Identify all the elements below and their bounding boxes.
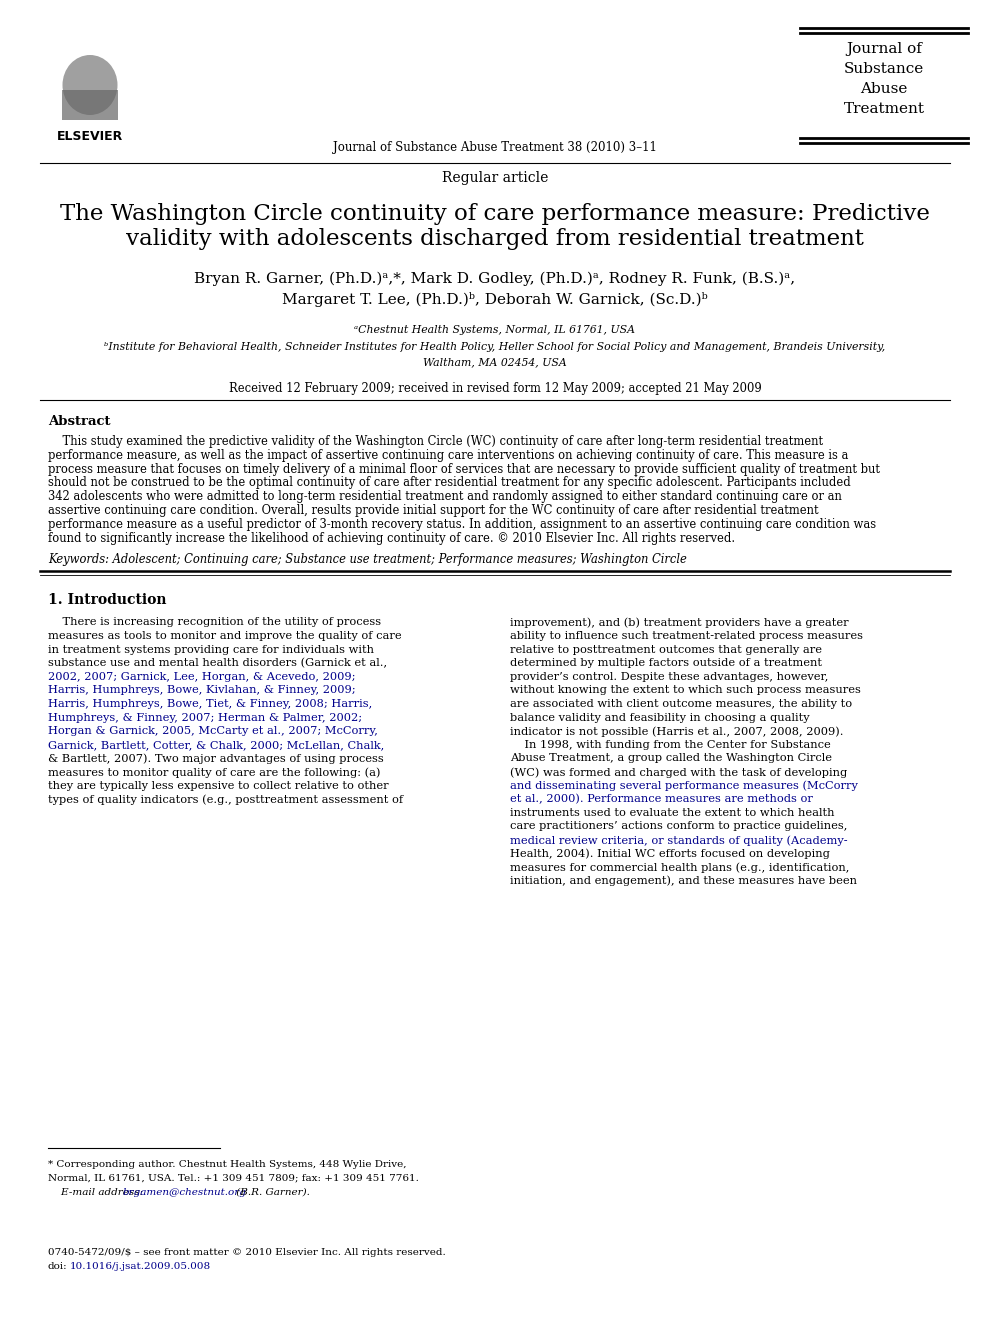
Text: indicator is not possible (Harris et al., 2007, 2008, 2009).: indicator is not possible (Harris et al.…: [510, 726, 843, 737]
Text: doi:: doi:: [48, 1262, 67, 1271]
Text: Garnick, Bartlett, Cotter, & Chalk, 2000; McLellan, Chalk,: Garnick, Bartlett, Cotter, & Chalk, 2000…: [48, 739, 384, 750]
Text: 0740-5472/09/$ – see front matter © 2010 Elsevier Inc. All rights reserved.: 0740-5472/09/$ – see front matter © 2010…: [48, 1247, 446, 1257]
Text: determined by multiple factors outside of a treatment: determined by multiple factors outside o…: [510, 659, 822, 668]
Text: et al., 2000). Performance measures are methods or: et al., 2000). Performance measures are …: [510, 795, 813, 805]
Text: Bryan R. Garner, (Ph.D.)ᵃ,*, Mark D. Godley, (Ph.D.)ᵃ, Rodney R. Funk, (B.S.)ᵃ,: Bryan R. Garner, (Ph.D.)ᵃ,*, Mark D. God…: [194, 272, 796, 286]
Text: measures to monitor quality of care are the following: (a): measures to monitor quality of care are …: [48, 767, 380, 777]
Text: Abstract: Abstract: [48, 414, 111, 428]
Text: care practitioners’ actions conform to practice guidelines,: care practitioners’ actions conform to p…: [510, 821, 847, 832]
Text: The Washington Circle continuity of care performance measure: Predictive: The Washington Circle continuity of care…: [60, 203, 930, 224]
Text: 2002, 2007; Garnick, Lee, Horgan, & Acevedo, 2009;: 2002, 2007; Garnick, Lee, Horgan, & Acev…: [48, 672, 355, 682]
Text: assertive continuing care condition. Overall, results provide initial support fo: assertive continuing care condition. Ove…: [48, 504, 819, 517]
Text: 10.1016/j.jsat.2009.05.008: 10.1016/j.jsat.2009.05.008: [70, 1262, 211, 1271]
Text: substance use and mental health disorders (Garnick et al.,: substance use and mental health disorder…: [48, 659, 387, 668]
Text: Abuse: Abuse: [860, 82, 908, 96]
Text: and disseminating several performance measures (McCorry: and disseminating several performance me…: [510, 780, 858, 791]
Text: performance measure, as well as the impact of assertive continuing care interven: performance measure, as well as the impa…: [48, 449, 848, 462]
Text: in treatment systems providing care for individuals with: in treatment systems providing care for …: [48, 644, 374, 655]
Text: validity with adolescents discharged from residential treatment: validity with adolescents discharged fro…: [126, 228, 864, 249]
Text: & Bartlett, 2007). Two major advantages of using process: & Bartlett, 2007). Two major advantages …: [48, 754, 384, 764]
Text: are associated with client outcome measures, the ability to: are associated with client outcome measu…: [510, 700, 852, 709]
Text: improvement), and (b) treatment providers have a greater: improvement), and (b) treatment provider…: [510, 618, 848, 628]
Text: Regular article: Regular article: [442, 172, 548, 185]
Text: brgamen@chestnut.org: brgamen@chestnut.org: [123, 1188, 247, 1197]
Text: should not be construed to be the optimal continuity of care after residential t: should not be construed to be the optima…: [48, 477, 850, 490]
Text: In 1998, with funding from the Center for Substance: In 1998, with funding from the Center fo…: [510, 739, 831, 750]
Text: performance measure as a useful predictor of 3-month recovery status. In additio: performance measure as a useful predicto…: [48, 517, 876, 531]
Text: instruments used to evaluate the extent to which health: instruments used to evaluate the extent …: [510, 808, 835, 818]
Text: initiation, and engagement), and these measures have been: initiation, and engagement), and these m…: [510, 875, 857, 886]
Text: Normal, IL 61761, USA. Tel.: +1 309 451 7809; fax: +1 309 451 7761.: Normal, IL 61761, USA. Tel.: +1 309 451 …: [48, 1173, 419, 1181]
Text: ᵃChestnut Health Systems, Normal, IL 61761, USA: ᵃChestnut Health Systems, Normal, IL 617…: [354, 325, 636, 335]
Text: 342 adolescents who were admitted to long-term residential treatment and randoml: 342 adolescents who were admitted to lon…: [48, 490, 841, 503]
Text: without knowing the extent to which such process measures: without knowing the extent to which such…: [510, 685, 861, 696]
Text: Received 12 February 2009; received in revised form 12 May 2009; accepted 21 May: Received 12 February 2009; received in r…: [229, 381, 761, 395]
Text: found to significantly increase the likelihood of achieving continuity of care. : found to significantly increase the like…: [48, 532, 736, 545]
Text: types of quality indicators (e.g., posttreatment assessment of: types of quality indicators (e.g., postt…: [48, 795, 403, 805]
Text: process measure that focuses on timely delivery of a minimal floor of services t: process measure that focuses on timely d…: [48, 462, 880, 475]
Text: Horgan & Garnick, 2005, McCarty et al., 2007; McCorry,: Horgan & Garnick, 2005, McCarty et al., …: [48, 726, 378, 737]
Text: Harris, Humphreys, Bowe, Tiet, & Finney, 2008; Harris,: Harris, Humphreys, Bowe, Tiet, & Finney,…: [48, 700, 372, 709]
Text: measures for commercial health plans (e.g., identification,: measures for commercial health plans (e.…: [510, 862, 849, 873]
Text: Journal of Substance Abuse Treatment 38 (2010) 3–11: Journal of Substance Abuse Treatment 38 …: [333, 141, 657, 154]
Text: they are typically less expensive to collect relative to other: they are typically less expensive to col…: [48, 780, 389, 791]
Text: balance validity and feasibility in choosing a quality: balance validity and feasibility in choo…: [510, 713, 810, 722]
Text: measures as tools to monitor and improve the quality of care: measures as tools to monitor and improve…: [48, 631, 402, 642]
Text: This study examined the predictive validity of the Washington Circle (WC) contin: This study examined the predictive valid…: [48, 436, 823, 447]
Text: medical review criteria, or standards of quality (Academy-: medical review criteria, or standards of…: [510, 836, 847, 846]
Text: ᵇInstitute for Behavioral Health, Schneider Institutes for Health Policy, Heller: ᵇInstitute for Behavioral Health, Schnei…: [104, 342, 886, 352]
Text: provider’s control. Despite these advantages, however,: provider’s control. Despite these advant…: [510, 672, 829, 682]
Text: (B.R. Garner).: (B.R. Garner).: [233, 1188, 310, 1197]
Text: relative to posttreatment outcomes that generally are: relative to posttreatment outcomes that …: [510, 644, 822, 655]
Text: E-mail address:: E-mail address:: [48, 1188, 147, 1197]
Text: Keywords: Adolescent; Continuing care; Substance use treatment; Performance meas: Keywords: Adolescent; Continuing care; S…: [48, 553, 687, 566]
Text: Waltham, MA 02454, USA: Waltham, MA 02454, USA: [423, 356, 567, 367]
Bar: [62, 90, 118, 120]
Text: ability to influence such treatment-related process measures: ability to influence such treatment-rela…: [510, 631, 863, 642]
Text: Margaret T. Lee, (Ph.D.)ᵇ, Deborah W. Garnick, (Sc.D.)ᵇ: Margaret T. Lee, (Ph.D.)ᵇ, Deborah W. Ga…: [282, 292, 708, 308]
Text: Health, 2004). Initial WC efforts focused on developing: Health, 2004). Initial WC efforts focuse…: [510, 849, 830, 859]
Text: Harris, Humphreys, Bowe, Kivlahan, & Finney, 2009;: Harris, Humphreys, Bowe, Kivlahan, & Fin…: [48, 685, 355, 696]
Text: Treatment: Treatment: [843, 102, 925, 116]
Text: 1. Introduction: 1. Introduction: [48, 594, 166, 607]
Text: (WC) was formed and charged with the task of developing: (WC) was formed and charged with the tas…: [510, 767, 847, 777]
Text: There is increasing recognition of the utility of process: There is increasing recognition of the u…: [48, 618, 381, 627]
Text: Journal of: Journal of: [846, 42, 922, 55]
Text: Humphreys, & Finney, 2007; Herman & Palmer, 2002;: Humphreys, & Finney, 2007; Herman & Palm…: [48, 713, 362, 722]
Text: Substance: Substance: [843, 62, 924, 77]
Ellipse shape: [62, 55, 118, 115]
Text: * Corresponding author. Chestnut Health Systems, 448 Wylie Drive,: * Corresponding author. Chestnut Health …: [48, 1160, 407, 1170]
Text: Abuse Treatment, a group called the Washington Circle: Abuse Treatment, a group called the Wash…: [510, 754, 832, 763]
Text: ELSEVIER: ELSEVIER: [56, 129, 123, 143]
